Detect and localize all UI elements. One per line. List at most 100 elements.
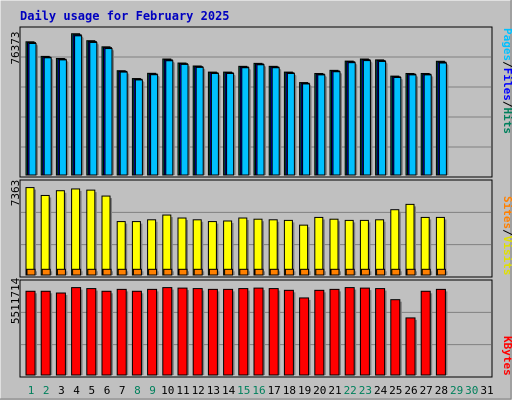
visits-bar (177, 217, 187, 276)
visits-bar (207, 221, 217, 276)
day-label: 14 (222, 384, 236, 397)
visits-bar (101, 195, 111, 276)
top-legend: Pages/Files/Hits (501, 28, 512, 134)
sites-bar (254, 268, 264, 276)
visits-bar (283, 219, 293, 276)
sites-bar (406, 268, 416, 276)
sites-bar (148, 268, 158, 276)
pages-bar (119, 71, 128, 176)
middle-legend-entry: Sites (501, 196, 512, 229)
sites-bar (300, 268, 310, 276)
day-label: 11 (176, 384, 189, 397)
pages-bar (28, 42, 37, 176)
day-label: 19 (298, 384, 311, 397)
kbytes-bar (420, 290, 431, 376)
day-label: 29 (450, 384, 463, 397)
sites-bar (239, 268, 249, 276)
visits-bar (131, 221, 141, 276)
visits-bar (223, 220, 233, 276)
sites-bar (269, 268, 279, 276)
bottom-max-label: 5511714 (9, 277, 22, 324)
visits-bar (253, 218, 263, 276)
kbytes-bar (177, 287, 188, 376)
day-label: 13 (207, 384, 220, 397)
sites-bar (87, 268, 97, 276)
pages-bar (180, 63, 189, 176)
pages-bar (104, 48, 113, 176)
sites-bar (26, 268, 36, 276)
pages-bar (43, 57, 52, 176)
kbytes-bar (299, 297, 310, 376)
pages-bar (226, 72, 235, 176)
visits-bar (192, 219, 202, 276)
kbytes-bar (192, 288, 203, 376)
pages-bar (347, 62, 356, 176)
day-label: 18 (283, 384, 296, 397)
kbytes-bar (435, 288, 446, 376)
pages-bar (58, 59, 67, 176)
day-label: 30 (465, 384, 478, 397)
top-legend-entry: Hits (501, 108, 512, 135)
pages-bar (332, 71, 341, 176)
sites-bar (72, 268, 82, 276)
pages-bar (302, 83, 311, 176)
day-label: 5 (88, 384, 95, 397)
pages-bar (150, 74, 159, 176)
day-label: 21 (328, 384, 341, 397)
bottom-legend: KBytes (501, 336, 512, 376)
sites-bar (224, 268, 234, 276)
sites-bar (284, 268, 294, 276)
visits-bar (147, 219, 157, 276)
visits-bar (238, 217, 248, 276)
visits-bar (344, 219, 354, 276)
kbytes-bar (283, 289, 294, 376)
sites-bar (345, 268, 355, 276)
kbytes-bar (116, 288, 127, 376)
day-label: 31 (480, 384, 493, 397)
day-label: 28 (435, 384, 448, 397)
sites-bar (102, 268, 112, 276)
kbytes-bar (25, 290, 36, 376)
visits-bar (329, 218, 339, 276)
kbytes-bar (390, 299, 401, 376)
visits-bar (55, 190, 65, 276)
middle-legend-entry: Visits (501, 236, 512, 276)
day-label: 10 (161, 384, 174, 397)
day-label: 27 (420, 384, 433, 397)
kbytes-bar (162, 287, 173, 376)
middle-max-label: 7363 (9, 180, 22, 207)
day-label: 23 (359, 384, 372, 397)
pages-bar (271, 67, 280, 176)
day-label: 3 (58, 384, 65, 397)
pages-bar (362, 60, 371, 176)
kbytes-bar (359, 287, 370, 376)
kbytes-bar (238, 288, 249, 376)
visits-bar (435, 216, 445, 276)
day-label: 8 (134, 384, 141, 397)
visits-bar (116, 221, 126, 276)
visits-bar (359, 219, 369, 276)
day-label: 26 (404, 384, 417, 397)
x-axis-day-labels: 1 2 3 4 5 6 7 8 9 10 11 12 13 14 15 16 17 18 19 20 21 22 23 24 2… (28, 384, 494, 397)
top-legend-entry: / (501, 101, 512, 108)
kbytes-bar (55, 292, 66, 376)
sites-bar (193, 268, 203, 276)
chart-title: Daily usage for February 2025 (20, 9, 230, 23)
day-label: 22 (344, 384, 357, 397)
visits-bar (25, 187, 35, 276)
visits-bar (375, 219, 385, 276)
sites-bar (117, 268, 127, 276)
day-label: 7 (119, 384, 126, 397)
sites-bar (178, 268, 188, 276)
pages-bar (195, 66, 204, 176)
top-max-label: 76373 (9, 31, 22, 64)
top-legend-entry: / (501, 61, 512, 68)
pages-bar (393, 77, 402, 176)
kbytes-bar (223, 288, 234, 376)
pages-bar (256, 64, 265, 176)
sites-bar (56, 268, 66, 276)
sites-bar (391, 268, 401, 276)
visits-bar (162, 214, 172, 276)
day-label: 6 (104, 384, 111, 397)
